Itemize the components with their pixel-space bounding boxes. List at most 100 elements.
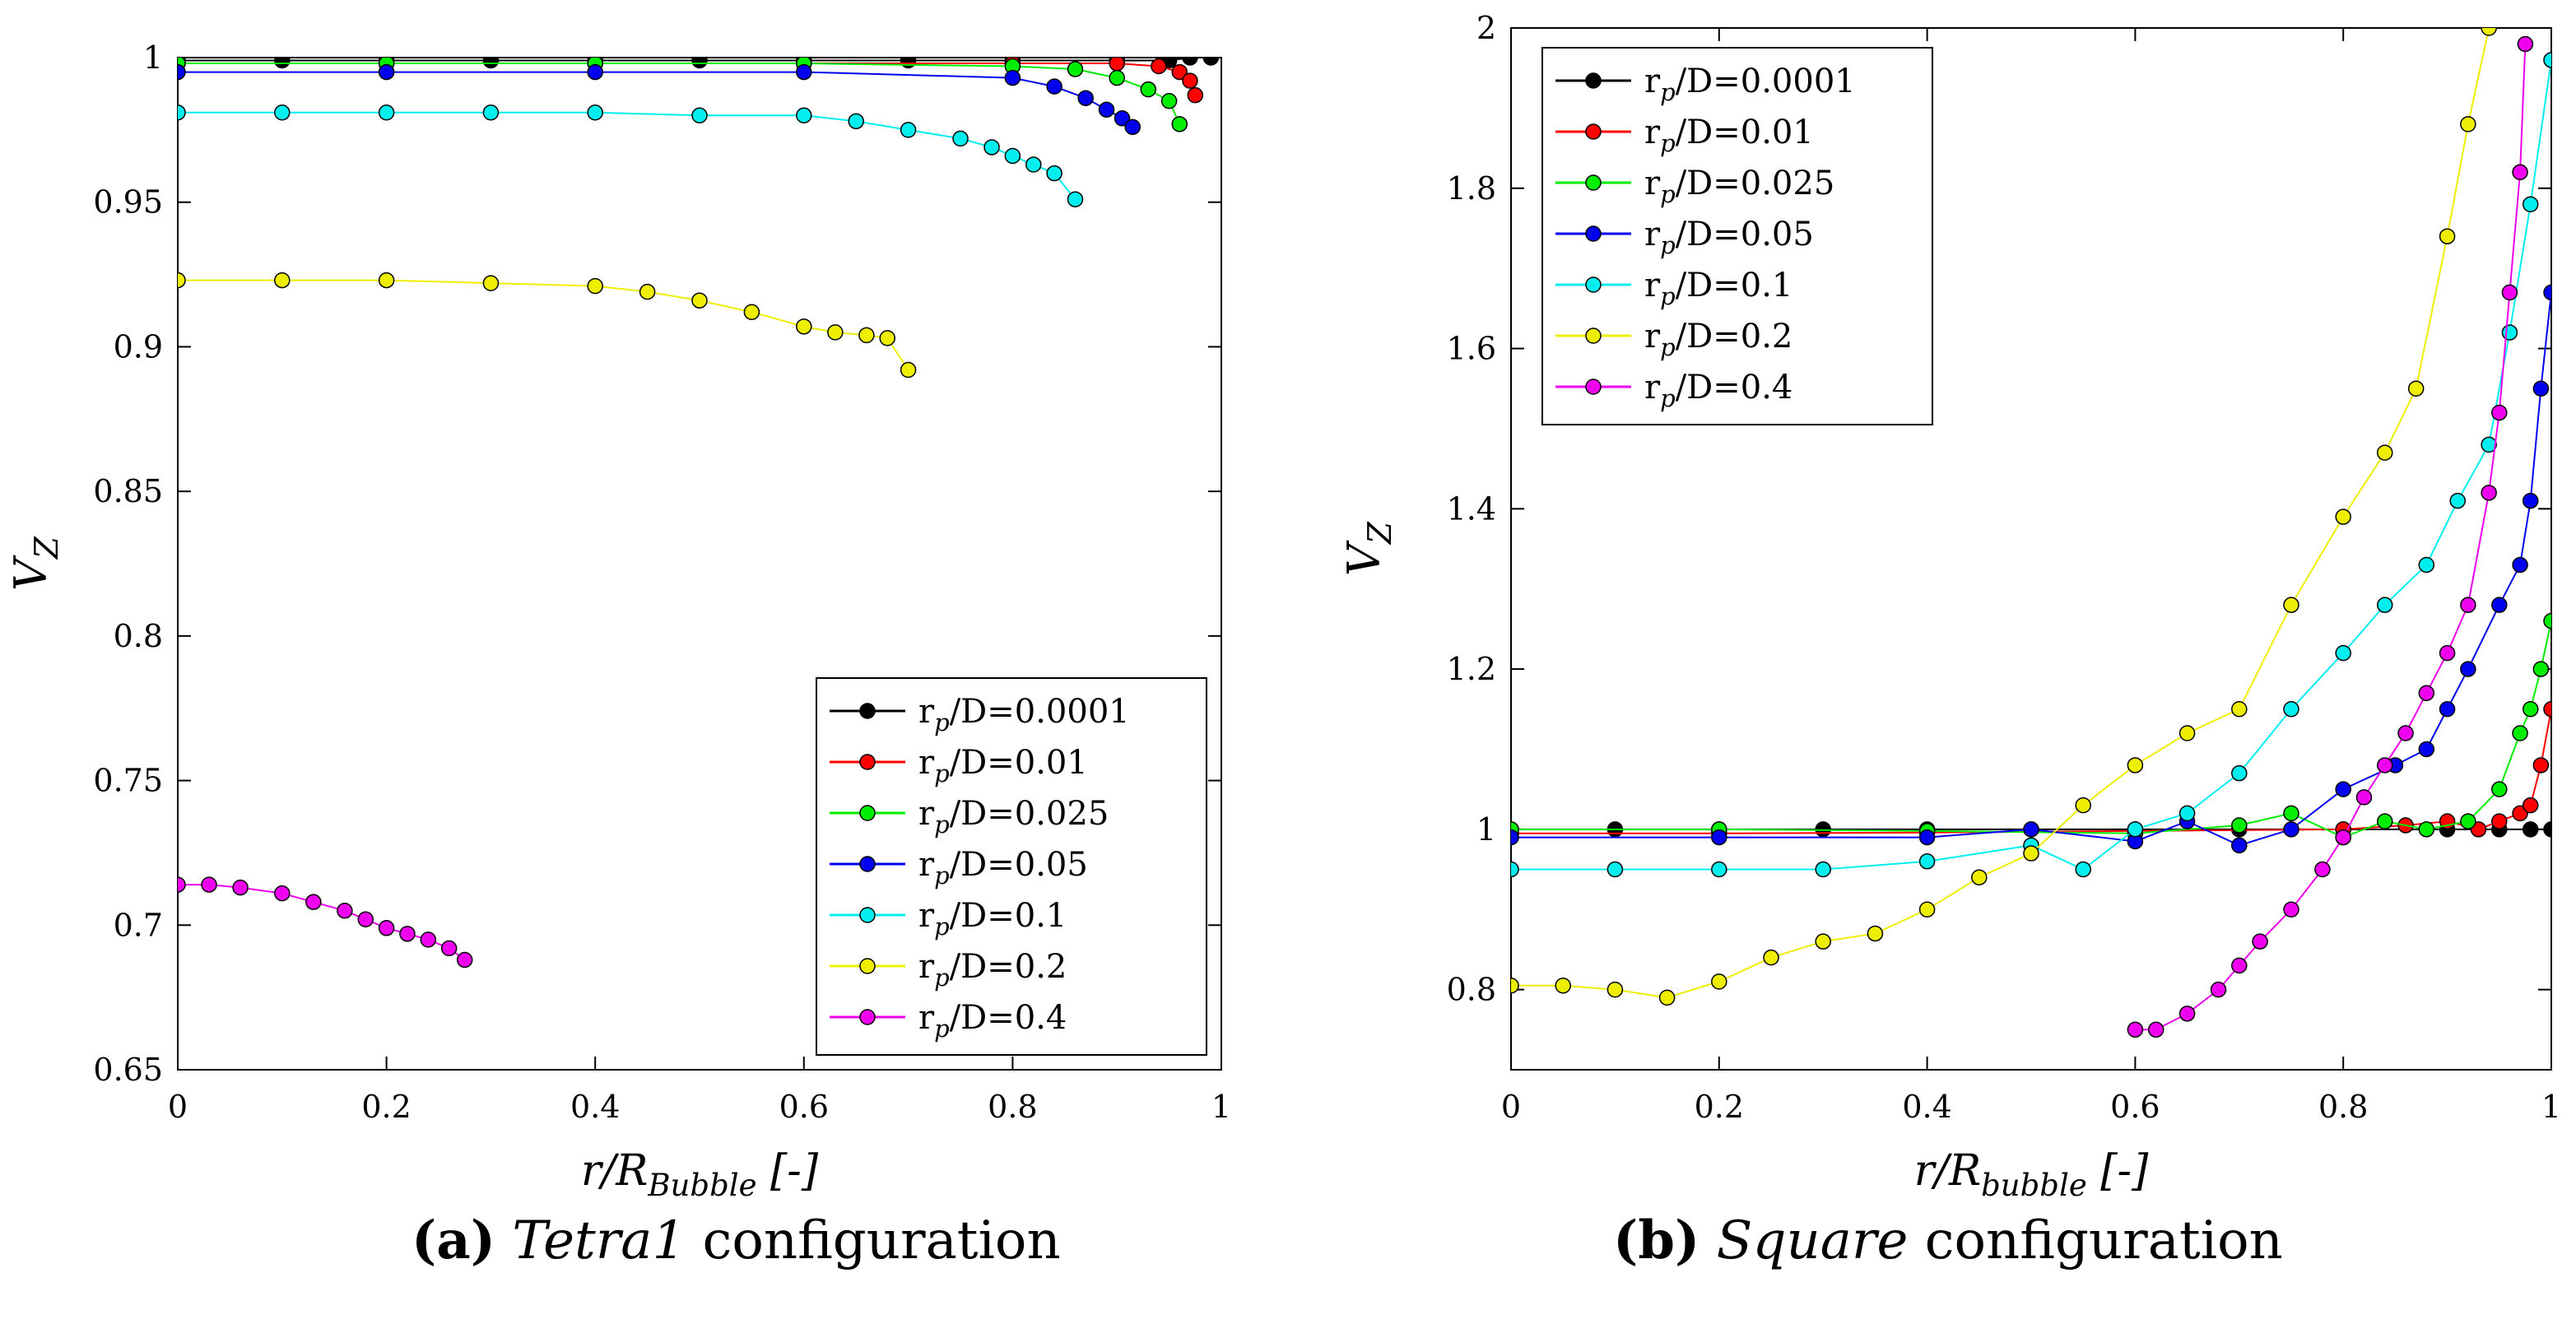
- data-point-a-6: [357, 911, 374, 928]
- legend-marker-b-3: [1585, 225, 1602, 242]
- data-point-b-2: [2532, 661, 2550, 677]
- data-point-b-3: [2512, 556, 2528, 574]
- data-point-a-4: [178, 105, 186, 121]
- data-point-b-5: [2377, 444, 2393, 461]
- y-tick-label-a: 0.8: [114, 618, 163, 654]
- legend-label-b-1: rp/D=0.01: [1644, 114, 1814, 157]
- x-tick-label-b: 0.2: [1695, 1089, 1744, 1125]
- data-point-b-3: [2283, 821, 2299, 838]
- data-point-b-6: [2439, 644, 2456, 662]
- data-point-b-6: [2314, 861, 2331, 878]
- data-point-b-4: [2543, 52, 2551, 68]
- legend-label-a-6: rp/D=0.4: [918, 999, 1067, 1043]
- data-point-b-5: [1815, 933, 1831, 950]
- x-tick-label-a: 0.6: [779, 1089, 829, 1125]
- series-line-b-6: [2135, 44, 2527, 1031]
- data-point-b-6: [2335, 829, 2351, 846]
- data-point-a-0: [274, 58, 291, 69]
- data-point-b-2: [2491, 781, 2508, 797]
- data-point-b-5: [1971, 869, 1988, 886]
- legend-marker-b-4: [1585, 276, 1602, 293]
- data-point-b-6: [2481, 485, 2497, 501]
- caption-b-name: Square: [1716, 1210, 1909, 1271]
- legend-label-a-2: rp/D=0.025: [918, 795, 1109, 839]
- y-tick-label-b: 1.4: [1447, 490, 1496, 527]
- data-point-a-0: [482, 58, 500, 69]
- data-point-a-2: [1140, 81, 1156, 98]
- x-tick-label-b: 0.6: [2110, 1089, 2160, 1125]
- data-point-b-4: [2449, 492, 2466, 509]
- legend-label-b-2: rp/D=0.025: [1644, 165, 1834, 208]
- y-tick-label-b: 1.2: [1447, 651, 1496, 687]
- data-point-a-1: [1171, 63, 1188, 81]
- data-point-b-6: [2283, 901, 2299, 918]
- x-tick-label-b: 0.4: [1902, 1089, 1951, 1125]
- data-point-a-5: [482, 275, 500, 291]
- data-point-b-1: [2491, 813, 2508, 829]
- data-point-a-4: [848, 113, 864, 130]
- data-point-a-4: [378, 105, 395, 121]
- series-a-5: [178, 272, 917, 379]
- y-tick-label-a: 0.9: [114, 328, 163, 365]
- data-point-b-6: [2377, 757, 2393, 774]
- data-point-a-6: [305, 894, 322, 910]
- data-point-b-6: [2355, 789, 2373, 806]
- caption-a-label: (a): [412, 1210, 496, 1271]
- data-point-b-1: [2522, 797, 2539, 814]
- data-point-b-4: [2377, 597, 2393, 613]
- y-tick-label-a: 0.95: [93, 184, 163, 221]
- data-point-b-5: [2075, 797, 2091, 814]
- series-line-a-6: [178, 884, 466, 961]
- data-point-b-3: [2231, 837, 2248, 854]
- data-point-b-6: [2178, 1006, 2196, 1022]
- y-tick-label-a: 0.65: [93, 1052, 163, 1088]
- data-point-a-6: [178, 876, 186, 893]
- data-point-a-0: [1202, 58, 1220, 66]
- series-b-5: [1511, 28, 2497, 1006]
- data-point-a-6: [456, 951, 473, 969]
- y-axis-label-group-a: VZ: [5, 536, 66, 591]
- x-tick-label-a: 0.8: [988, 1089, 1037, 1125]
- legend-a: rp/D=0.0001 rp/D=0.01 rp/D=0.025 rp/D=0.05 r…: [816, 677, 1207, 1056]
- series-line-a-2: [178, 63, 1181, 125]
- series-line-a-4: [178, 111, 1076, 200]
- caption-a-suffix: configuration: [702, 1210, 1061, 1271]
- series-line-b-3: [1511, 292, 2551, 847]
- data-point-a-3: [1124, 118, 1141, 136]
- data-point-b-2: [2377, 813, 2393, 829]
- data-point-a-6: [274, 885, 291, 902]
- data-point-b-6: [2252, 933, 2268, 950]
- data-point-a-4: [482, 105, 500, 121]
- data-point-b-3: [1918, 829, 1936, 846]
- y-tick-label-a: 0.7: [114, 907, 163, 943]
- legend-marker-b-1: [1585, 123, 1602, 140]
- y-tick-label-a: 0.75: [93, 763, 163, 799]
- y-axis-label-a: VZ: [5, 536, 66, 591]
- data-point-a-4: [1046, 165, 1062, 182]
- data-point-b-2: [2283, 805, 2299, 822]
- data-point-b-5: [2335, 509, 2351, 525]
- data-point-b-5: [2178, 725, 2196, 741]
- data-point-b-4: [2127, 821, 2144, 838]
- x-tick-label-a: 0.4: [570, 1089, 620, 1125]
- legend-label-a-3: rp/D=0.05: [918, 846, 1088, 890]
- data-point-a-1: [1151, 58, 1167, 75]
- data-point-a-3: [1004, 69, 1021, 86]
- data-point-a-6: [201, 876, 217, 893]
- data-point-a-5: [858, 327, 875, 344]
- data-point-b-3: [1711, 829, 1727, 846]
- data-point-b-6: [2501, 284, 2518, 301]
- x-axis-label-a: r/RBubble [-]: [581, 1146, 819, 1203]
- data-point-b-2: [2418, 821, 2435, 838]
- data-point-a-4: [796, 107, 812, 124]
- data-point-a-1: [1187, 86, 1204, 104]
- data-point-a-3: [1098, 101, 1115, 118]
- series-a-3: [178, 63, 1141, 136]
- data-point-b-3: [2335, 781, 2351, 797]
- data-point-b-5: [2439, 228, 2456, 244]
- data-point-b-6: [2147, 1021, 2164, 1038]
- data-point-a-5: [743, 304, 760, 321]
- data-point-a-5: [827, 324, 844, 341]
- data-point-b-6: [2512, 164, 2528, 181]
- data-point-b-3: [2522, 492, 2539, 509]
